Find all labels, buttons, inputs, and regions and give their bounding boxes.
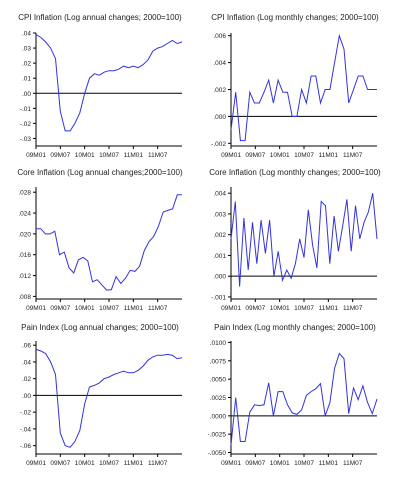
chart-title: Pain Index (Log annual changes; 2000=100… <box>21 323 179 332</box>
y-tick-label: .04 <box>22 31 31 38</box>
y-tick-label: .012 <box>18 273 31 280</box>
x-tick-label: 09M01 <box>26 152 46 159</box>
y-tick-label: .0100 <box>210 340 227 347</box>
y-tick-label: .001 <box>213 253 226 260</box>
x-tick-label: 09M01 <box>26 305 46 312</box>
y-tick-label: .000 <box>213 114 226 121</box>
x-tick-label: 09M07 <box>245 460 265 467</box>
series-line <box>35 34 183 132</box>
chart-panel: CPI Inflation (Log monthly changes; 2000… <box>211 13 379 159</box>
x-tick-label: 09M07 <box>50 305 70 312</box>
x-tick-label: 11M01 <box>124 152 144 159</box>
x-tick-label: 10M01 <box>270 305 290 312</box>
x-tick-label: 10M07 <box>294 460 314 467</box>
chart-title: Pain Index (Log monthly changes; 2000=10… <box>214 323 376 332</box>
y-tick-label: -.0050 <box>208 450 227 457</box>
x-tick-label: 11M07 <box>343 460 363 467</box>
chart-title: CPI Inflation (Log monthly changes; 2000… <box>211 13 379 22</box>
y-tick-label: -.02 <box>20 121 32 128</box>
y-tick-label: .0000 <box>210 413 227 420</box>
chart-title: Core Inflation (Log monthly changes; 200… <box>209 168 381 177</box>
chart-title: Core Inflation (Log annual changes;2000=… <box>17 168 183 177</box>
y-tick-label: .003 <box>213 211 226 218</box>
x-tick-label: 09M07 <box>50 460 70 467</box>
y-tick-label: .002 <box>213 87 226 94</box>
x-tick-label: 10M07 <box>99 152 119 159</box>
series-line <box>230 193 378 287</box>
x-tick-label: 10M07 <box>294 152 314 159</box>
chart-title: CPI Inflation (Log annual changes; 2000=… <box>18 13 182 22</box>
y-tick-label: -.04 <box>20 426 32 433</box>
x-tick-label: 09M01 <box>221 152 241 159</box>
x-tick-label: 11M01 <box>124 305 144 312</box>
x-tick-label: 09M07 <box>50 152 70 159</box>
x-tick-label: 10M01 <box>270 460 290 467</box>
y-tick-label: .06 <box>22 343 31 350</box>
x-tick-label: 09M01 <box>26 460 46 467</box>
y-tick-label: .00 <box>22 91 31 98</box>
series-line <box>35 348 183 448</box>
x-tick-label: 11M07 <box>148 305 168 312</box>
x-tick-label: 10M07 <box>99 305 119 312</box>
x-tick-label: 10M01 <box>75 460 95 467</box>
y-tick-label: .020 <box>18 231 31 238</box>
y-tick-label: .01 <box>22 76 31 83</box>
x-tick-label: 10M01 <box>270 152 290 159</box>
y-tick-label: .00 <box>22 393 31 400</box>
y-tick-label: -.06 <box>20 443 32 450</box>
y-tick-label: .002 <box>213 232 226 239</box>
series-line <box>230 352 378 446</box>
chart-panel: Pain Index (Log monthly changes; 2000=10… <box>208 323 378 467</box>
y-tick-label: .0075 <box>210 358 227 365</box>
x-tick-label: 10M01 <box>75 305 95 312</box>
x-tick-label: 11M07 <box>148 152 168 159</box>
y-tick-label: .02 <box>22 376 31 383</box>
y-tick-label: .000 <box>213 274 226 281</box>
y-tick-label: .008 <box>18 294 31 301</box>
x-tick-label: 11M07 <box>343 152 363 159</box>
y-tick-label: -.001 <box>211 294 226 301</box>
y-tick-label: .006 <box>213 33 226 40</box>
y-tick-label: .028 <box>18 190 31 197</box>
x-tick-label: 11M01 <box>319 305 339 312</box>
y-tick-label: .024 <box>18 211 31 218</box>
y-tick-label: -.002 <box>211 141 226 148</box>
chart-panel: Core Inflation (Log monthly changes; 200… <box>209 168 381 312</box>
y-tick-label: .0050 <box>210 377 227 384</box>
x-tick-label: 11M01 <box>319 152 339 159</box>
chart-panel: Pain Index (Log annual changes; 2000=100… <box>20 323 183 467</box>
x-tick-label: 11M07 <box>343 305 363 312</box>
y-tick-label: -.01 <box>20 106 32 113</box>
chart-panel: Core Inflation (Log annual changes;2000=… <box>17 168 183 312</box>
x-tick-label: 11M01 <box>319 460 339 467</box>
series-line <box>230 33 377 142</box>
y-tick-label: .004 <box>213 191 226 198</box>
y-tick-label: .04 <box>22 359 31 366</box>
y-tick-label: -.0025 <box>208 432 227 439</box>
y-tick-label: .016 <box>18 252 31 259</box>
x-tick-label: 11M01 <box>124 460 144 467</box>
y-tick-label: .02 <box>22 61 31 68</box>
y-tick-label: -.02 <box>20 410 32 417</box>
x-tick-label: 09M07 <box>245 305 265 312</box>
y-tick-label: .0025 <box>210 395 227 402</box>
x-tick-label: 09M07 <box>245 152 265 159</box>
x-tick-label: 10M07 <box>294 305 314 312</box>
x-tick-label: 09M01 <box>221 460 241 467</box>
y-tick-label: -.03 <box>20 136 32 143</box>
chart-panel: CPI Inflation (Log annual changes; 2000=… <box>18 13 183 159</box>
y-tick-label: .03 <box>22 46 31 53</box>
y-tick-label: .004 <box>213 60 226 67</box>
x-tick-label: 11M07 <box>148 460 168 467</box>
x-tick-label: 10M07 <box>99 460 119 467</box>
series-line <box>36 194 182 291</box>
x-tick-label: 10M01 <box>75 152 95 159</box>
x-tick-label: 09M01 <box>221 305 241 312</box>
